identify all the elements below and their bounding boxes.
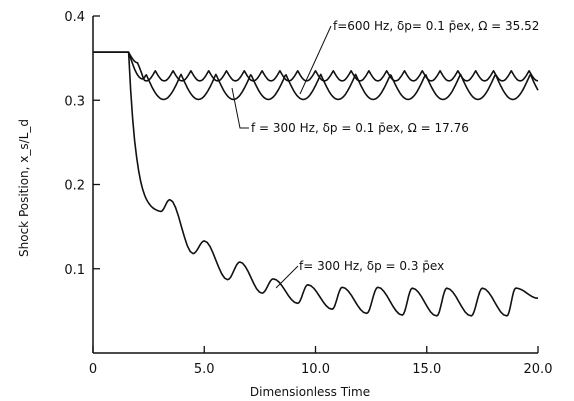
annotation-label-600hz: f=600 Hz, δp= 0.1 p̄ex, Ω = 35.52 <box>333 19 539 33</box>
leader-300hz-high <box>275 265 299 289</box>
series-group <box>93 51 539 317</box>
y-tick-label: 0.4 <box>64 10 85 25</box>
axis-ticks: 0 5.0 10.0 15.0 20.0 0.1 0.2 0.3 0.4 <box>64 10 552 377</box>
annotation-label-300hz-low: f = 300 Hz, δp = 0.1 p̄ex, Ω = 17.76 <box>251 121 469 135</box>
x-axis-title: Dimensionless Time <box>250 385 370 399</box>
x-tick-label: 10.0 <box>301 362 330 377</box>
plot-area <box>92 16 538 354</box>
series-line-300hz-low <box>93 51 539 101</box>
x-tick-label: 20.0 <box>524 362 553 377</box>
y-axis-title: Shock Position, x_s/L_d <box>17 119 31 257</box>
annotation-label-300hz-high: f= 300 Hz, δp = 0.3 p̄ex <box>299 259 444 273</box>
y-tick-label: 0.2 <box>64 179 85 194</box>
series-line-600hz <box>93 51 539 82</box>
x-tick-label: 15.0 <box>412 362 441 377</box>
y-tick-label: 0.3 <box>64 94 85 109</box>
leader-300hz-low <box>231 87 249 129</box>
annotation-600hz: f=600 Hz, δp= 0.1 p̄ex, Ω = 35.52 <box>299 19 539 95</box>
annotation-300hz-high: f= 300 Hz, δp = 0.3 p̄ex <box>275 259 444 289</box>
leader-600hz <box>299 25 332 95</box>
x-tick-label: 5.0 <box>194 362 215 377</box>
series-line-300hz-high <box>93 51 539 317</box>
y-tick-label: 0.1 <box>64 263 85 278</box>
x-tick-label: 0 <box>89 362 97 377</box>
annotation-300hz-low: f = 300 Hz, δp = 0.1 p̄ex, Ω = 17.76 <box>231 87 469 135</box>
